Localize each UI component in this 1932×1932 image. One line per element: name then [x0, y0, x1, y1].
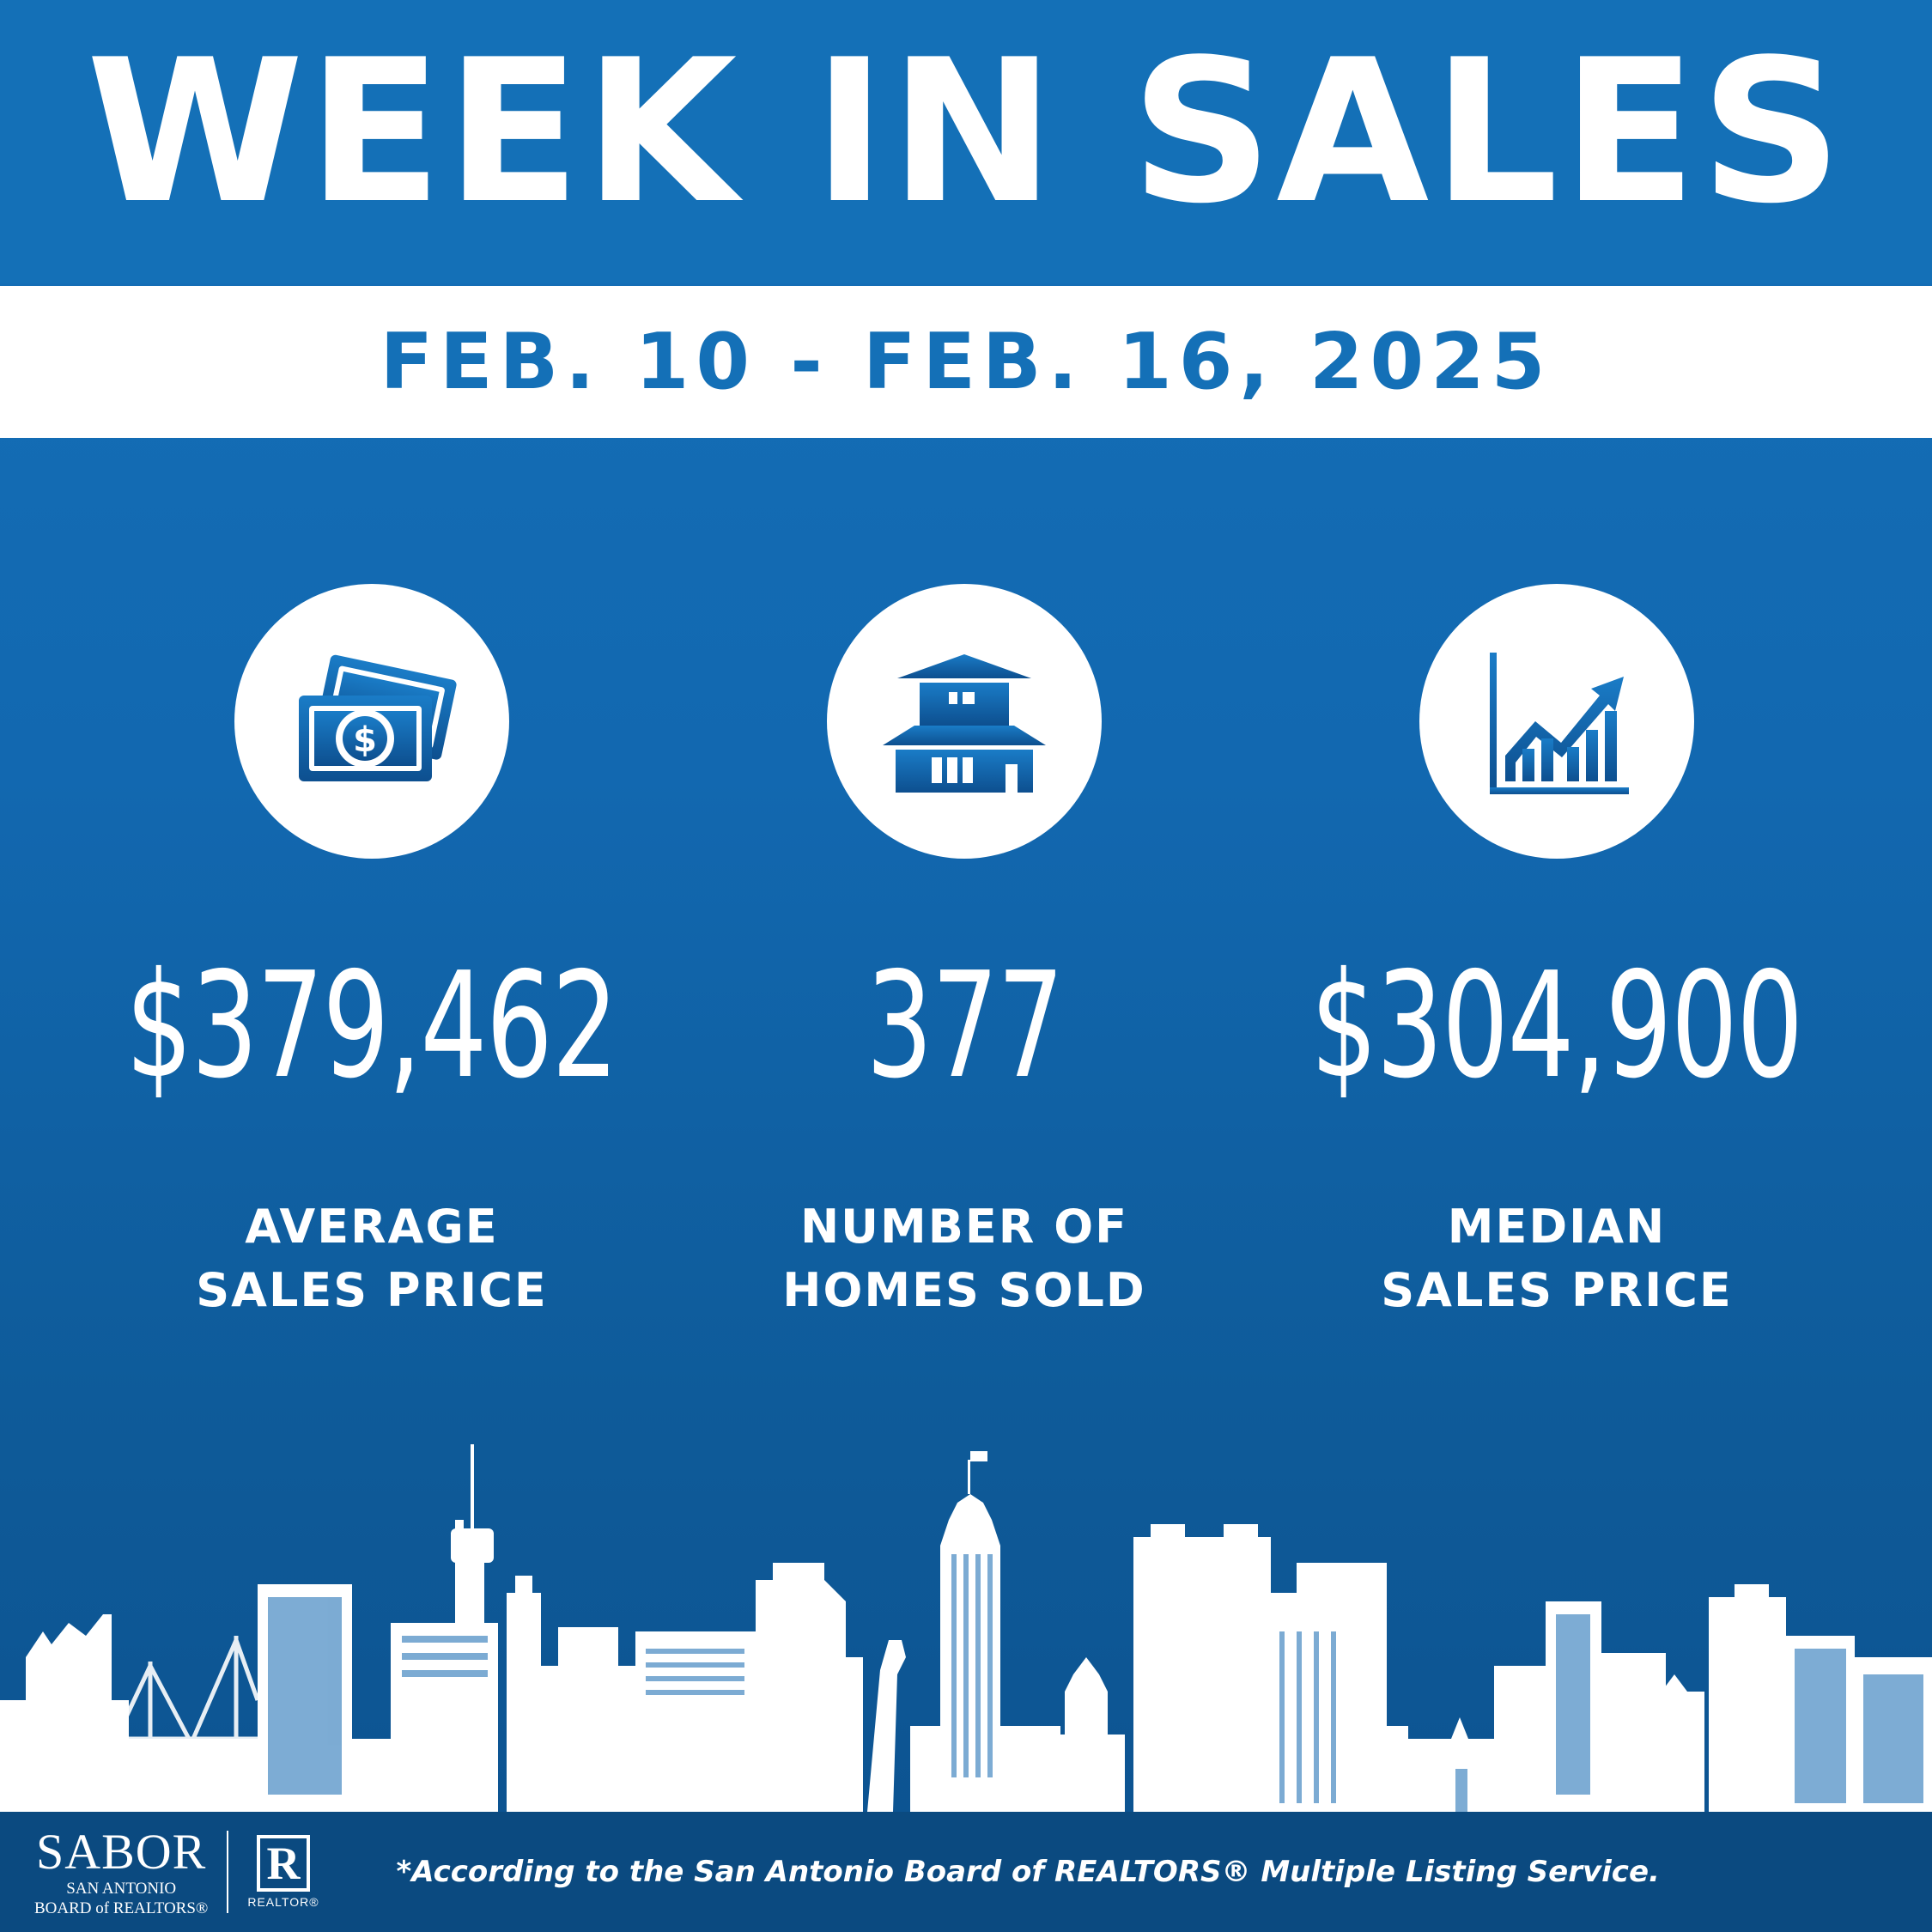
- icon-circle: [1419, 584, 1694, 859]
- icon-circle: [827, 584, 1102, 859]
- realtor-word: REALTOR®: [247, 1895, 319, 1909]
- source-footnote: *According to the San Antonio Board of R…: [396, 1855, 1660, 1889]
- date-band: FEB. 10 - FEB. 16, 2025: [0, 286, 1932, 438]
- page-title: WEEK IN SALES: [86, 18, 1846, 247]
- median-sales-price-value: $304,900: [1310, 941, 1804, 1111]
- homes-sold-label: NUMBER OF HOMES SOLD: [782, 1195, 1145, 1322]
- label-line: AVERAGE: [245, 1200, 499, 1254]
- svg-text:$: $: [353, 720, 377, 760]
- sabor-logo: SABOR SAN ANTONIO BOARD of REALTORS® R R…: [34, 1827, 319, 1917]
- homes-sold-value: 377: [866, 941, 1064, 1111]
- label-line: HOMES SOLD: [782, 1263, 1146, 1317]
- median-sales-price-label: MEDIAN SALES PRICE: [1381, 1195, 1732, 1322]
- stat-average-sales-price: $ $379,462 AVERAGE SALES PRICE: [71, 584, 672, 1322]
- stat-median-sales-price: $304,900 MEDIAN SALES PRICE: [1256, 584, 1857, 1322]
- sabor-line-2: BOARD of REALTORS®: [34, 1899, 209, 1917]
- label-line: MEDIAN: [1447, 1200, 1667, 1254]
- sabor-wordmark: SABOR SAN ANTONIO BOARD of REALTORS®: [34, 1827, 208, 1917]
- sabor-line-1: SAN ANTONIO: [66, 1880, 177, 1898]
- date-range: FEB. 10 - FEB. 16, 2025: [380, 317, 1552, 407]
- average-sales-price-value: $379,462: [125, 941, 619, 1111]
- title-bar: WEEK IN SALES: [0, 0, 1932, 283]
- realtor-r-icon: R: [256, 1835, 310, 1892]
- label-line: SALES PRICE: [196, 1263, 548, 1317]
- average-sales-price-label: AVERAGE SALES PRICE: [196, 1195, 547, 1322]
- sabor-name: SABOR: [35, 1824, 207, 1880]
- footer: SABOR SAN ANTONIO BOARD of REALTORS® R R…: [0, 1812, 1932, 1932]
- growth-chart-icon: [1490, 653, 1629, 794]
- realtor-logo: R REALTOR®: [247, 1835, 319, 1909]
- city-skyline-illustration: [0, 1444, 1932, 1812]
- label-line: SALES PRICE: [1381, 1263, 1733, 1317]
- stat-homes-sold: 377 NUMBER OF HOMES SOLD: [664, 584, 1265, 1322]
- icon-circle: $: [234, 584, 509, 859]
- logo-divider: [227, 1831, 229, 1913]
- house-icon: [883, 654, 1046, 793]
- money-icon: $: [299, 654, 457, 781]
- label-line: NUMBER OF: [799, 1200, 1128, 1254]
